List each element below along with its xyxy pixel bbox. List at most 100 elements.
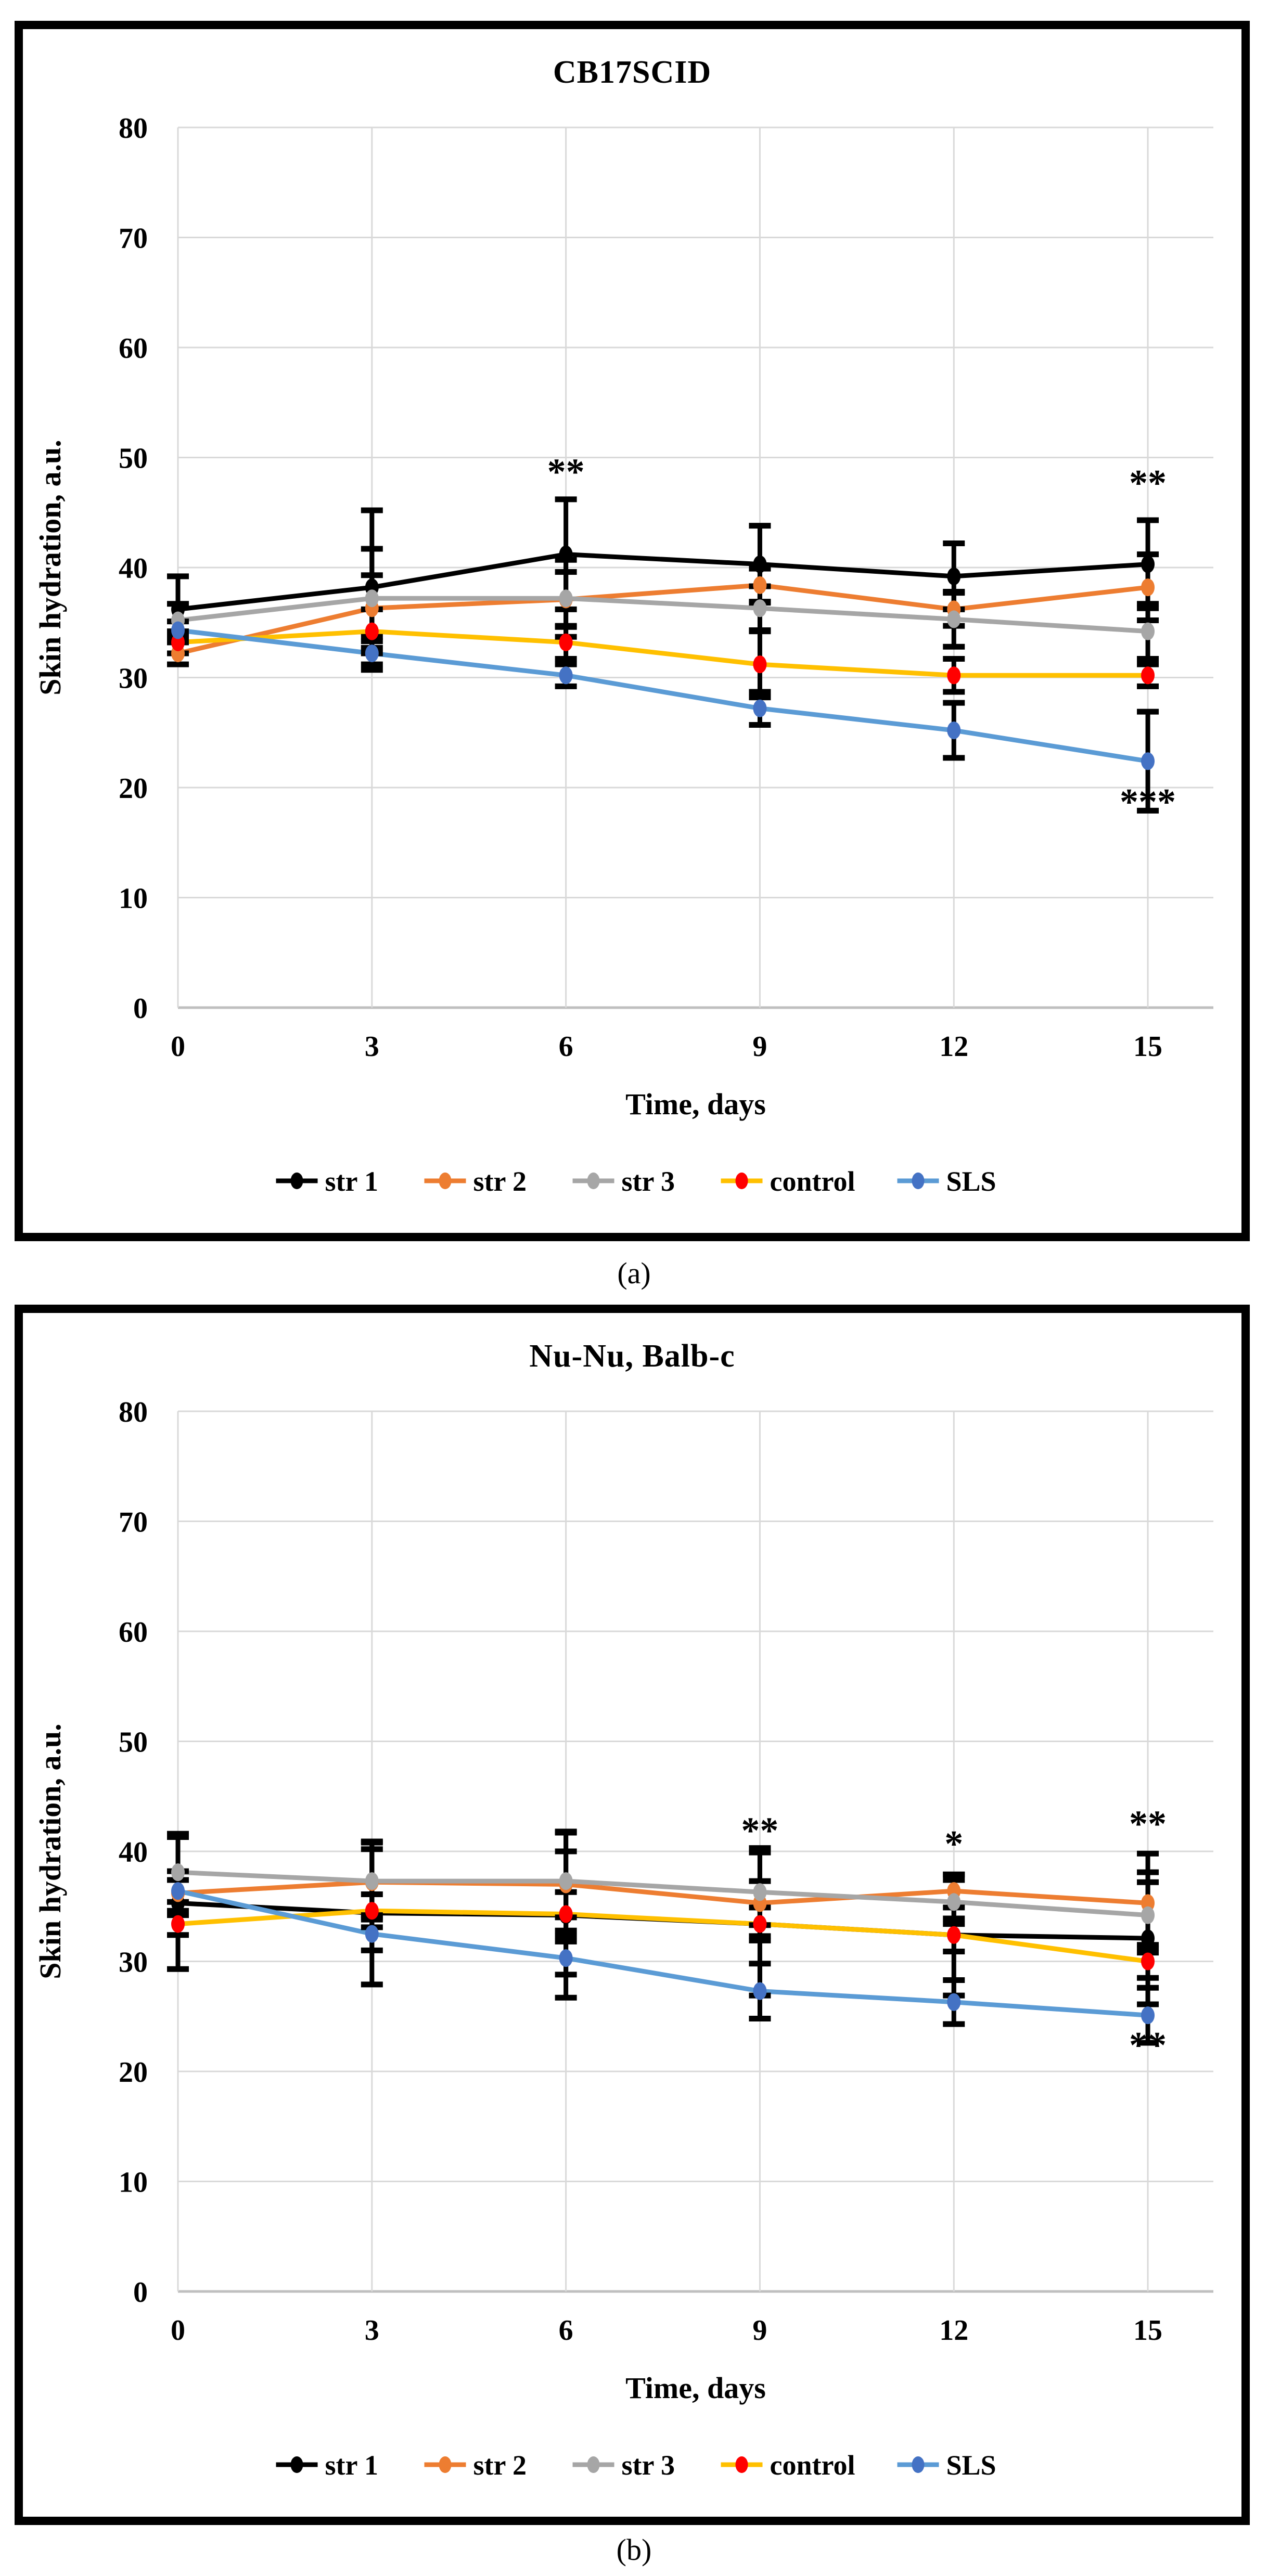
legend-item-label: str 1 [325, 2450, 379, 2481]
legend-marker-swatch [735, 2456, 748, 2473]
y-tick-label: 10 [119, 2167, 148, 2199]
legend-marker-swatch [587, 2456, 600, 2473]
legend-marker-swatch [439, 1173, 452, 1189]
x-tick-label: 9 [752, 1031, 767, 1063]
data-point-marker-str-3 [365, 1872, 379, 1890]
y-tick-label: 0 [133, 2276, 148, 2309]
series-line-control [177, 1908, 1148, 1964]
chart-a-plot: 0 10 20 30 40 50 60 70 80 0 3 6 9 12 15 Time, days Skin … [33, 112, 1213, 1197]
series-line-SLS [177, 1888, 1148, 2018]
data-point-marker-str-3 [947, 610, 961, 628]
x-tick-label: 15 [1133, 1031, 1162, 1063]
x-tick-label: 0 [171, 1031, 185, 1063]
data-point-marker-str-3 [559, 1872, 573, 1890]
significance-marker: * [944, 1823, 963, 1864]
y-axis-title: Skin hydration, a.u. [33, 1723, 67, 1979]
data-point-marker-str-2 [753, 576, 767, 594]
data-point-marker-SLS [365, 644, 379, 662]
data-point-marker-str-3 [1141, 1906, 1155, 1924]
x-tick-label: 9 [752, 2314, 767, 2347]
x-tick-label: 0 [171, 2314, 185, 2347]
data-point-marker-SLS [947, 1993, 961, 2011]
significance-annotations: ******* [547, 451, 1176, 823]
data-point-marker-SLS [947, 722, 961, 740]
gridlines [177, 1410, 1213, 2293]
data-point-marker-str-3 [753, 1883, 767, 1901]
x-tick-label: 6 [559, 1031, 573, 1063]
data-point-marker-str-2 [1141, 1894, 1155, 1912]
y-tick-label: 60 [119, 332, 148, 365]
y-tick-label: 30 [119, 663, 148, 695]
significance-marker: ** [1129, 462, 1167, 504]
legend-item-label: str 2 [473, 2450, 527, 2481]
legend-marker-swatch [912, 1173, 925, 1189]
chart-b-plot: 0 10 20 30 40 50 60 70 80 0 3 6 9 12 15 Time, days Skin … [33, 1396, 1213, 2481]
x-axis-title: Time, days [625, 1087, 766, 1121]
y-tick-label: 30 [119, 1947, 148, 1979]
legend-item-str-3: str 3 [572, 1166, 675, 1197]
x-tick-label: 6 [559, 2314, 573, 2347]
data-point-marker-str-3 [171, 1863, 185, 1882]
data-point-marker-control [1141, 666, 1155, 685]
legend-item-str-1: str 1 [276, 1166, 378, 1197]
series-line-control [177, 629, 1148, 678]
series-line-str-2 [177, 583, 1148, 656]
y-tick-label: 50 [119, 443, 148, 475]
subfigure-caption-b: (b) [616, 2533, 652, 2567]
y-tick-label: 20 [119, 2056, 148, 2089]
data-point-marker-control [559, 633, 573, 651]
data-point-marker-control [171, 1915, 185, 1933]
data-point-marker-SLS [753, 699, 767, 717]
y-tick-label: 50 [119, 1727, 148, 1759]
legend-marker-swatch [587, 1173, 600, 1189]
legend-item-str-3: str 3 [572, 2450, 675, 2481]
x-axis-tick-labels: 0 3 6 9 12 15 [171, 2314, 1162, 2347]
data-point-marker-SLS [171, 1882, 185, 1900]
legend: str 1 str 2 str 3 control SLS [276, 1166, 996, 1197]
y-axis-title: Skin hydration, a.u. [33, 440, 67, 695]
chart-panel-a: CB17SCID 0 10 20 30 40 50 60 70 80 0 3 6 9 12 15 Time, … [15, 21, 1250, 1241]
subfigure-caption-a: (a) [617, 1256, 651, 1290]
data-point-marker-str-3 [365, 589, 379, 608]
data-point-marker-control [559, 1905, 573, 1923]
data-point-marker-str-2 [1141, 578, 1155, 597]
series-markers [171, 545, 1155, 770]
legend-marker-swatch [912, 2456, 925, 2473]
legend: str 1 str 2 str 3 control SLS [276, 2450, 996, 2481]
significance-marker: ** [547, 451, 585, 493]
data-point-marker-SLS [1141, 2006, 1155, 2025]
y-tick-label: 70 [119, 1506, 148, 1539]
y-tick-label: 80 [119, 1396, 148, 1428]
legend-item-label: control [770, 1166, 855, 1197]
legend-item-str-2: str 2 [424, 2450, 527, 2481]
data-point-marker-str-1 [559, 545, 573, 563]
significance-marker: ** [1129, 1803, 1167, 1845]
data-point-marker-control [753, 655, 767, 674]
legend-item-label: str 3 [622, 2450, 675, 2481]
data-point-marker-str-1 [1141, 1929, 1155, 1948]
y-tick-label: 80 [119, 112, 148, 145]
legend-item-SLS: SLS [897, 1166, 996, 1197]
legend-marker-swatch [290, 2456, 303, 2473]
series-line-str-3 [177, 1870, 1148, 1918]
x-tick-label: 15 [1133, 2314, 1162, 2347]
y-tick-label: 10 [119, 883, 148, 915]
series-markers [171, 1863, 1155, 2025]
data-point-marker-str-3 [753, 599, 767, 617]
data-point-marker-control [947, 1926, 961, 1944]
data-point-marker-SLS [559, 1949, 573, 1967]
legend-marker-swatch [290, 1173, 303, 1189]
data-point-marker-SLS [753, 1982, 767, 2000]
series-line-SLS [177, 628, 1148, 764]
data-point-marker-control [1141, 1952, 1155, 1970]
y-axis-tick-labels: 0 10 20 30 40 50 60 70 80 [119, 1396, 148, 2309]
legend-item-str-2: str 2 [424, 1166, 527, 1197]
y-tick-label: 0 [133, 993, 148, 1025]
data-point-marker-control [365, 1902, 379, 1920]
series-line-str-1 [177, 552, 1148, 612]
data-point-marker-str-3 [559, 589, 573, 608]
chart-panel-b: Nu-Nu, Balb-c 0 10 20 30 40 50 60 70 80 0 3 6 9 12 15 T… [15, 1305, 1250, 2525]
significance-marker: *** [1120, 781, 1176, 823]
x-axis-tick-labels: 0 3 6 9 12 15 [171, 1031, 1162, 1063]
data-point-marker-str-1 [753, 555, 767, 573]
